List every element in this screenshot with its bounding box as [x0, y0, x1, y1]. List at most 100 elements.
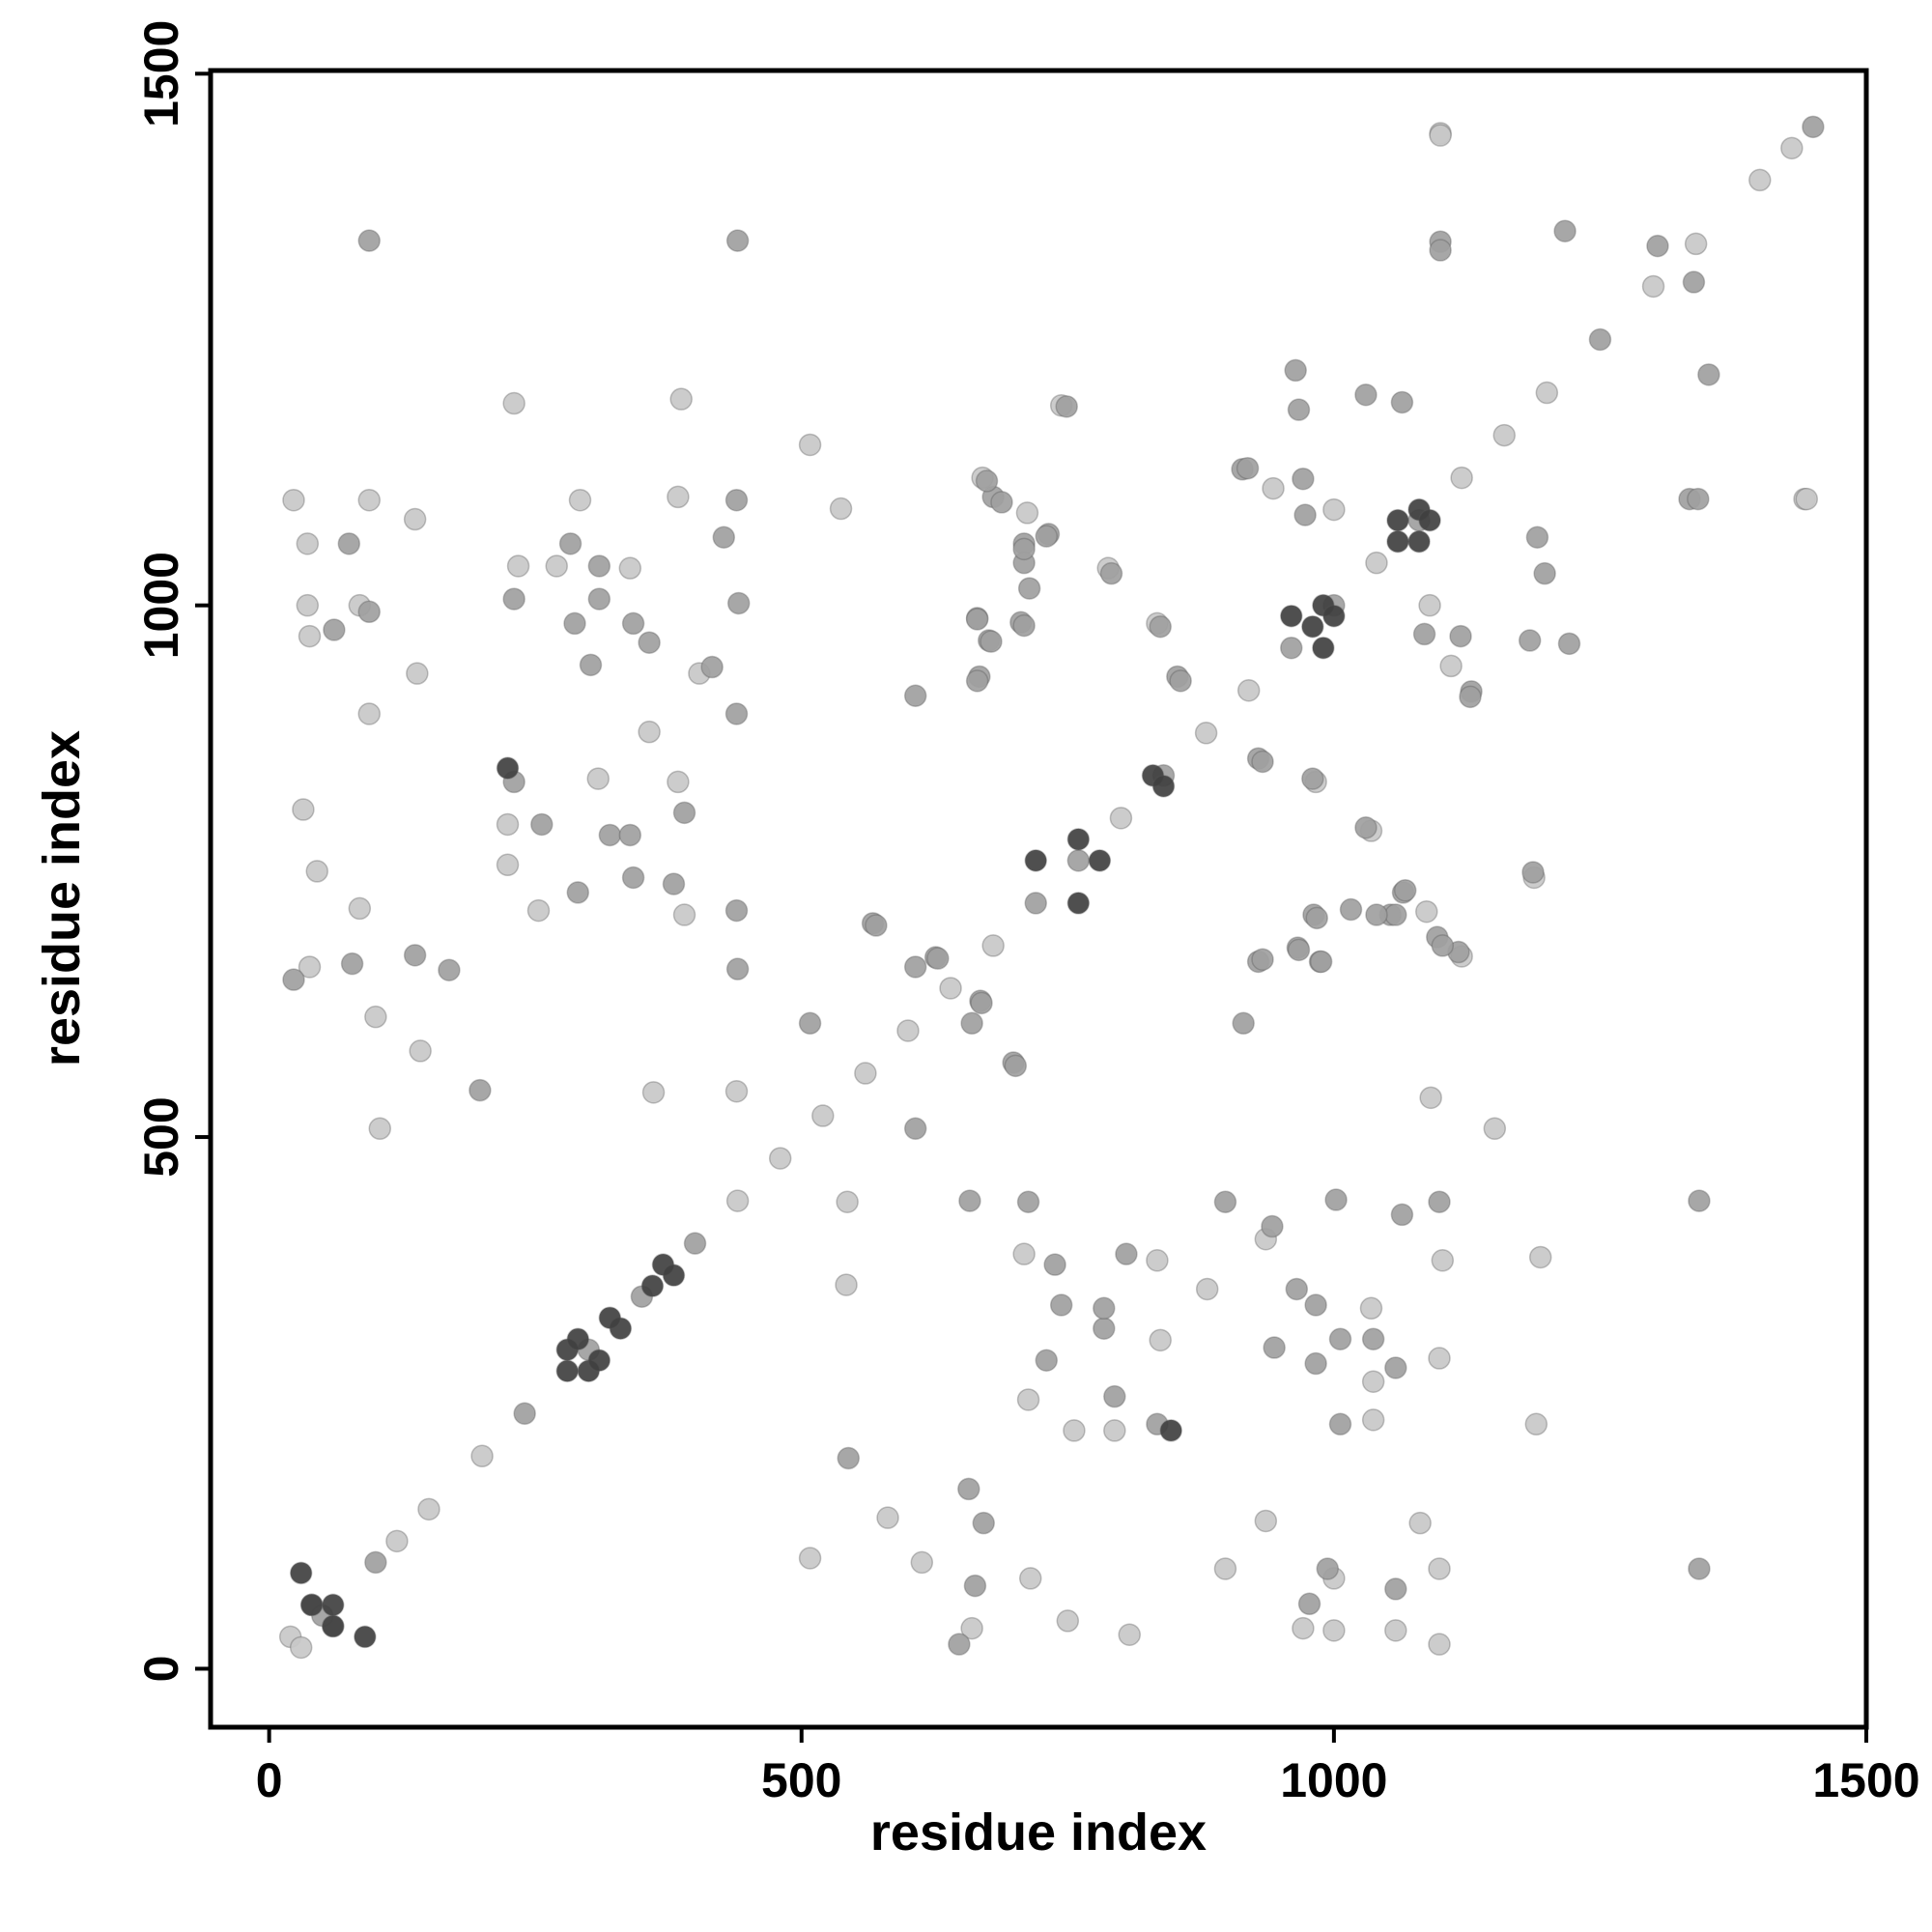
contact-point	[1292, 1616, 1315, 1640]
contact-point	[403, 507, 427, 531]
contact-point	[1322, 604, 1346, 628]
contact-point	[638, 720, 661, 744]
contact-point	[1093, 1296, 1116, 1321]
contact-point	[1213, 1557, 1237, 1580]
contact-point	[975, 469, 999, 493]
contact-point	[662, 1264, 686, 1287]
contact-point	[965, 669, 989, 693]
contact-point	[340, 952, 364, 976]
contact-point	[1004, 1054, 1028, 1078]
contact-point	[530, 812, 554, 837]
contact-point	[1697, 363, 1720, 386]
contact-point	[1280, 636, 1303, 660]
contact-point	[638, 631, 661, 654]
contact-point	[683, 1232, 707, 1255]
contact-point	[1284, 358, 1307, 383]
contact-point	[496, 853, 520, 877]
contact-point	[1043, 1253, 1066, 1276]
contact-point	[667, 770, 690, 794]
contact-point	[406, 662, 429, 685]
contact-point	[1262, 476, 1285, 500]
contact-point	[910, 1550, 934, 1575]
contact-point	[1439, 654, 1463, 678]
contact-point	[1146, 1249, 1169, 1272]
contact-point	[1254, 1509, 1278, 1533]
contact-point	[960, 1011, 983, 1036]
contact-point	[292, 798, 315, 821]
contact-point	[1287, 938, 1311, 962]
contact-point	[1232, 1011, 1255, 1036]
contact-point	[357, 600, 381, 624]
contact-point	[970, 991, 993, 1015]
contact-point	[672, 903, 696, 926]
contact-point	[496, 756, 520, 780]
contact-point	[282, 968, 305, 991]
contact-point	[903, 955, 927, 979]
contact-point	[1328, 1327, 1352, 1350]
contact-point	[903, 1117, 927, 1141]
contact-point	[1285, 1277, 1309, 1301]
contact-point	[1390, 390, 1414, 414]
contact-point	[963, 1574, 987, 1598]
contact-point	[469, 1078, 492, 1102]
contact-point	[1354, 815, 1378, 839]
contact-point	[798, 1011, 822, 1036]
contact-point	[990, 491, 1013, 514]
contact-point	[1292, 467, 1315, 491]
contact-point	[1354, 383, 1378, 407]
contact-point	[1103, 1384, 1126, 1408]
contact-point	[1018, 1567, 1042, 1590]
contact-point	[618, 556, 642, 580]
contact-point	[1428, 1190, 1451, 1213]
contact-point	[1687, 487, 1710, 511]
contact-point	[981, 934, 1005, 957]
contact-point	[1339, 897, 1363, 922]
contact-point	[1428, 1633, 1451, 1656]
contact-point	[958, 1189, 981, 1212]
contact-point	[1301, 767, 1324, 790]
contact-point	[1324, 1188, 1348, 1211]
contact-point	[724, 1079, 749, 1103]
contact-point	[1359, 1296, 1383, 1321]
plot-frame	[208, 68, 1869, 1730]
contact-point	[1251, 948, 1274, 971]
contact-point	[1748, 168, 1772, 192]
contact-point	[502, 587, 526, 611]
contact-point	[1328, 1412, 1352, 1436]
contact-point	[1194, 722, 1218, 745]
contact-point	[1780, 136, 1804, 160]
contact-point	[566, 881, 590, 904]
contact-point	[1365, 903, 1388, 926]
contact-point	[1263, 1336, 1286, 1359]
contact-point	[835, 1273, 858, 1296]
contact-point	[1384, 1619, 1407, 1642]
contact-point	[798, 433, 822, 457]
contact-point	[1386, 529, 1409, 554]
contact-point	[1024, 892, 1047, 915]
contact-point	[1309, 950, 1333, 974]
contact-point	[586, 767, 610, 790]
contact-point	[1056, 1609, 1080, 1633]
contact-point	[558, 532, 582, 555]
contact-point	[640, 1274, 665, 1297]
contact-point	[672, 801, 696, 825]
contact-point	[1428, 1557, 1451, 1580]
contact-point	[470, 1444, 494, 1468]
contact-point	[662, 872, 686, 895]
contact-point	[700, 655, 724, 679]
contact-point	[1429, 239, 1452, 262]
contact-point	[368, 1117, 392, 1141]
contact-point	[357, 488, 381, 512]
contact-point	[1553, 219, 1577, 242]
contact-point	[1297, 1592, 1321, 1616]
contact-point	[357, 702, 381, 725]
contact-point	[1149, 614, 1172, 639]
contact-point	[1431, 934, 1455, 957]
contact-point	[1588, 327, 1612, 352]
contact-point	[364, 1005, 387, 1029]
contact-point	[1236, 678, 1261, 702]
contact-point	[621, 611, 645, 636]
contact-point	[1066, 849, 1091, 872]
contact-point	[299, 1593, 324, 1617]
contact-point	[1088, 849, 1112, 872]
